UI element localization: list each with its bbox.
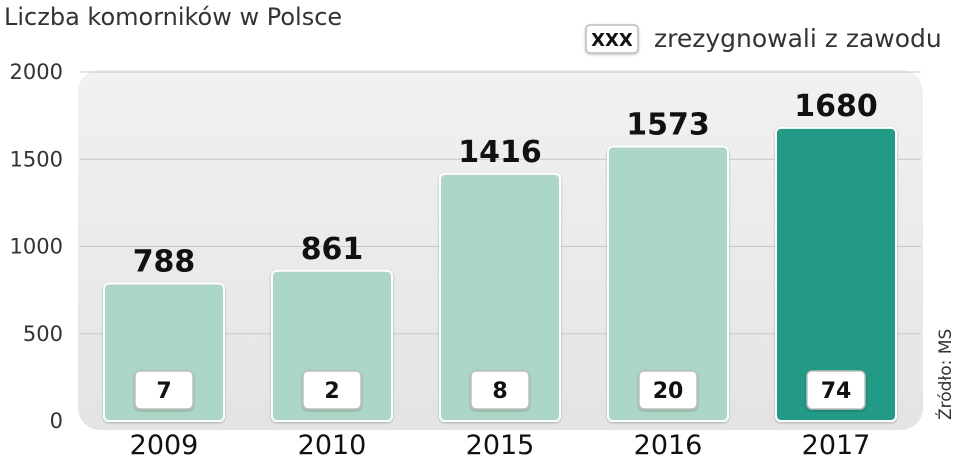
resigned-badge [806, 370, 866, 410]
x-tick-label: 2017 [802, 430, 871, 459]
y-axis: 0 500 1000 1500 2000 [10, 60, 63, 433]
bar [439, 172, 561, 422]
y-tick-label: 2000 [10, 60, 63, 84]
resigned-count: 7 [156, 379, 171, 404]
legend-swatch [585, 24, 639, 54]
legend-label: zrezygnowali z zawodu [654, 24, 942, 53]
legend: XXX zrezygnowali z zawodu [585, 24, 942, 54]
x-tick-label: 2016 [634, 430, 703, 459]
bar [271, 269, 393, 422]
resigned-count: 74 [821, 379, 852, 404]
y-tick-label: 500 [23, 322, 63, 346]
bar-value-label: 788 [133, 244, 196, 279]
source-note: Źródło: MS [934, 329, 956, 420]
resigned-badge [302, 370, 362, 410]
x-tick-label: 2015 [466, 430, 535, 459]
bar-value-label: 1416 [458, 135, 542, 170]
bar [607, 145, 729, 422]
x-tick-label: 2009 [130, 430, 199, 459]
legend-swatch-label: XXX [591, 30, 633, 51]
bar-value-label: 861 [301, 232, 364, 267]
x-tick-label: 2010 [298, 430, 367, 459]
resigned-count: 8 [492, 379, 507, 404]
x-axis: 2009 2010 2015 2016 2017 [130, 430, 871, 459]
y-tick-label: 1500 [10, 147, 63, 171]
bars: 788 7 861 2 1416 8 1573 20 1680 74 [103, 89, 897, 422]
chart-title: Liczba komorników w Polsce [4, 3, 342, 31]
resigned-badge [134, 370, 194, 410]
resigned-count: 20 [653, 379, 684, 404]
resigned-badge [470, 370, 530, 410]
bar [775, 126, 897, 422]
bar [103, 282, 225, 422]
bar-value-label: 1680 [794, 89, 878, 124]
resigned-badge [638, 370, 698, 410]
bar-value-label: 1573 [626, 108, 710, 143]
resigned-count: 2 [324, 379, 339, 404]
y-tick-label: 0 [50, 409, 63, 433]
y-tick-label: 1000 [10, 235, 63, 259]
